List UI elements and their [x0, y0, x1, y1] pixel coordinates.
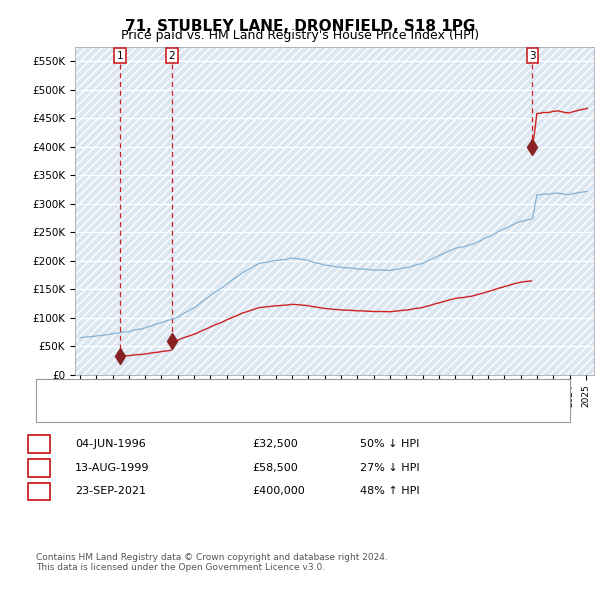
- Text: 1: 1: [35, 440, 43, 449]
- Text: 3: 3: [529, 51, 536, 61]
- Text: £400,000: £400,000: [252, 487, 305, 496]
- Text: 3: 3: [35, 487, 43, 496]
- Text: This data is licensed under the Open Government Licence v3.0.: This data is licensed under the Open Gov…: [36, 563, 325, 572]
- Text: HPI: Average price, detached house, North East Derbyshire: HPI: Average price, detached house, Nort…: [79, 407, 388, 416]
- Text: 13-AUG-1999: 13-AUG-1999: [75, 463, 149, 473]
- Text: Price paid vs. HM Land Registry's House Price Index (HPI): Price paid vs. HM Land Registry's House …: [121, 30, 479, 42]
- Text: 2: 2: [35, 463, 43, 473]
- Text: 23-SEP-2021: 23-SEP-2021: [75, 487, 146, 496]
- Text: £32,500: £32,500: [252, 440, 298, 449]
- Text: 48% ↑ HPI: 48% ↑ HPI: [360, 487, 419, 496]
- Text: 2: 2: [169, 51, 175, 61]
- Text: 71, STUBLEY LANE, DRONFIELD, S18 1PG (detached house): 71, STUBLEY LANE, DRONFIELD, S18 1PG (de…: [79, 386, 388, 396]
- Text: Contains HM Land Registry data © Crown copyright and database right 2024.: Contains HM Land Registry data © Crown c…: [36, 553, 388, 562]
- Text: 27% ↓ HPI: 27% ↓ HPI: [360, 463, 419, 473]
- Text: 50% ↓ HPI: 50% ↓ HPI: [360, 440, 419, 449]
- Text: 1: 1: [116, 51, 123, 61]
- Text: £58,500: £58,500: [252, 463, 298, 473]
- Text: 04-JUN-1996: 04-JUN-1996: [75, 440, 146, 449]
- Text: 71, STUBLEY LANE, DRONFIELD, S18 1PG: 71, STUBLEY LANE, DRONFIELD, S18 1PG: [125, 19, 475, 34]
